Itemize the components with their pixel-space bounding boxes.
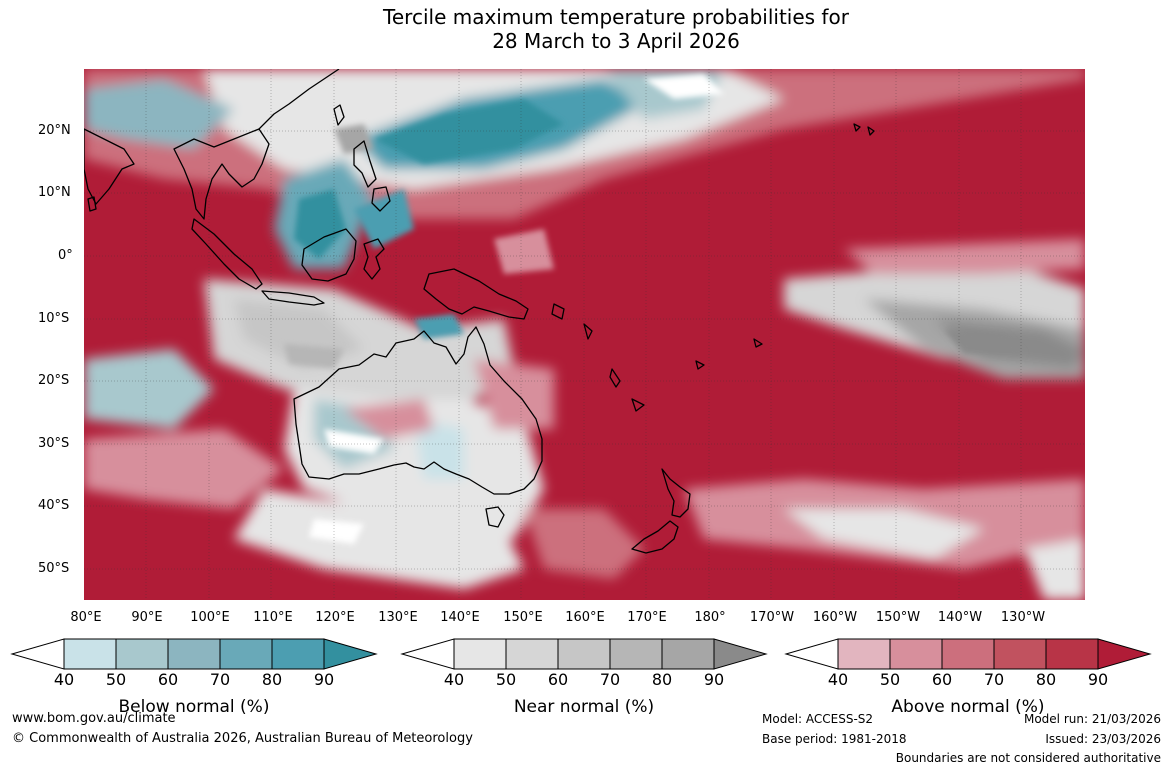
lon-label-140w: 140°W [937, 610, 983, 625]
lon-label-100e: 100°E [190, 610, 230, 625]
australia-coastline [293, 326, 543, 495]
hawaii-coastline [853, 123, 875, 136]
lon-label-90e: 90°E [131, 610, 163, 625]
map-title: Tercile maximum temperature probabilitie… [0, 5, 1173, 53]
lat-label-20s: 20°S [38, 373, 70, 388]
lat-label-10s: 10°S [38, 311, 70, 326]
lon-label-110e: 110°E [253, 610, 293, 625]
near-tick-90: 90 [703, 670, 725, 689]
taiwan-coastline [333, 104, 345, 126]
indochina-coastline [173, 128, 270, 220]
lon-label-140e: 140°E [440, 610, 480, 625]
base-period: Base period: 1981-2018 [762, 732, 907, 746]
lon-label-130e: 130°E [378, 610, 418, 625]
probability-map [84, 69, 1085, 600]
lon-label-130w: 130°W [1000, 610, 1046, 625]
lat-label-0: 0° [58, 248, 73, 263]
boundary-disclaimer: Boundaries are not considered authoritat… [895, 751, 1161, 765]
above-normal-caption: Above normal (%) [891, 697, 1045, 717]
near-tick-60: 60 [547, 670, 569, 689]
lon-label-170w: 170°W [749, 610, 795, 625]
below-normal-colorbar [10, 638, 378, 670]
below-tick-90: 90 [313, 670, 335, 689]
lon-label-80e: 80°E [70, 610, 102, 625]
new-zealand-north-coastline [661, 468, 691, 518]
above-tick-90: 90 [1087, 670, 1109, 689]
above-normal-colorbar [784, 638, 1152, 670]
below-tick-50: 50 [105, 670, 127, 689]
above-tick-50: 50 [879, 670, 901, 689]
near-tick-70: 70 [599, 670, 621, 689]
below-tick-40: 40 [53, 670, 75, 689]
copyright-text: © Commonwealth of Australia 2026, Austra… [12, 731, 473, 746]
philippines-coastline [353, 140, 391, 212]
lon-label-120e: 120°E [315, 610, 355, 625]
near-tick-40: 40 [443, 670, 465, 689]
website-link[interactable]: www.bom.gov.au/climate [12, 711, 176, 726]
new-guinea-coastline [423, 268, 529, 320]
india-coastline [84, 128, 135, 205]
near-tick-80: 80 [651, 670, 673, 689]
china-coastline [258, 69, 340, 130]
near-normal-caption: Near normal (%) [513, 697, 655, 717]
lat-label-30s: 30°S [38, 436, 70, 451]
below-tick-80: 80 [261, 670, 283, 689]
above-tick-70: 70 [983, 670, 1005, 689]
sri-lanka-coastline [87, 196, 97, 212]
lat-label-20n: 20°N [38, 123, 71, 138]
model-name: Model: ACCESS-S2 [762, 712, 874, 726]
model-run-date: Model run: 21/03/2026 [1023, 712, 1161, 726]
issued-date: Issued: 23/03/2026 [1045, 732, 1161, 746]
borneo-coastline [301, 228, 357, 282]
lon-label-150e: 150°E [503, 610, 543, 625]
lon-label-170e: 170°E [627, 610, 667, 625]
title-line-2: 28 March to 3 April 2026 [492, 29, 740, 53]
coastlines [84, 69, 875, 554]
title-line-1: Tercile maximum temperature probabilitie… [383, 5, 849, 29]
map-grid [84, 69, 1085, 600]
above-tick-40: 40 [827, 670, 849, 689]
tasmania-coastline [485, 506, 505, 528]
near-tick-50: 50 [495, 670, 517, 689]
sumatra-coastline [191, 218, 263, 290]
above-tick-80: 80 [1035, 670, 1057, 689]
java-coastline [261, 290, 325, 306]
lat-label-40s: 40°S [38, 498, 70, 513]
below-tick-70: 70 [209, 670, 231, 689]
lat-label-10n: 10°N [38, 185, 71, 200]
lon-label-160e: 160°E [565, 610, 605, 625]
near-normal-colorbar [400, 638, 768, 670]
sulawesi-coastline [363, 238, 385, 280]
below-normal-caption: Below normal (%) [118, 697, 270, 717]
lon-label-180: 180° [694, 610, 726, 625]
above-tick-60: 60 [931, 670, 953, 689]
lat-label-50s: 50°S [38, 561, 70, 576]
probability-detail [284, 74, 1024, 544]
below-tick-60: 60 [157, 670, 179, 689]
lon-label-160w: 160°W [812, 610, 858, 625]
pacific-islands-coastline [551, 303, 763, 412]
new-zealand-south-coastline [631, 520, 679, 554]
lon-label-150w: 150°W [875, 610, 921, 625]
